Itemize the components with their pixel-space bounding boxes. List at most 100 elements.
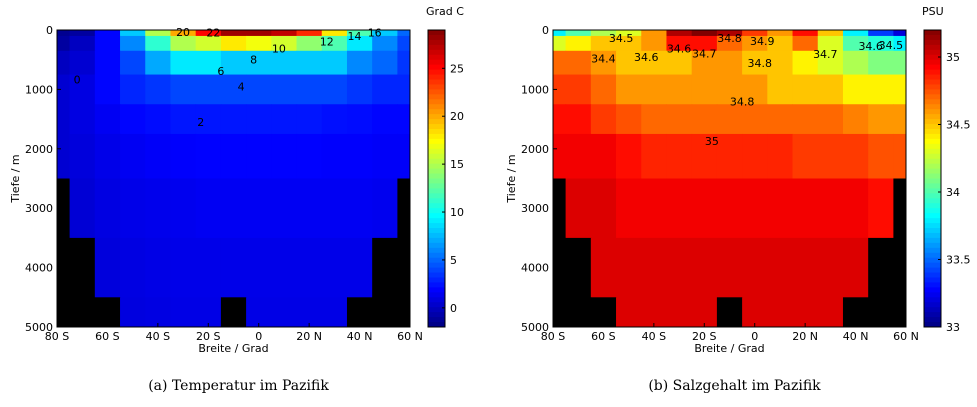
cell [220, 133, 247, 179]
colorbar-frame [923, 29, 942, 328]
cell [346, 133, 373, 179]
cell [69, 74, 96, 105]
cell [372, 297, 398, 328]
colorbar-swatch [924, 307, 941, 313]
colorbar-swatch [924, 44, 941, 51]
cell [792, 35, 819, 52]
contour-label: 0 [74, 73, 81, 86]
cell [397, 74, 411, 105]
colorbar-swatch [428, 74, 445, 80]
colorbar-swatch [924, 133, 941, 140]
cell [817, 30, 844, 37]
colorbar-swatch [924, 163, 941, 170]
cell [195, 35, 222, 52]
cell [220, 297, 247, 328]
cell [553, 50, 567, 76]
colorbar-swatch [924, 232, 941, 239]
cell [372, 104, 398, 135]
cell [767, 237, 794, 298]
cell [553, 178, 567, 239]
cell [553, 133, 567, 179]
colorbar-swatch [924, 104, 941, 110]
x-axis-label: Breite / Grad [198, 342, 268, 355]
y-tick-label: 5000 [25, 321, 53, 334]
cell [565, 35, 592, 52]
y-tick-label: 2000 [521, 143, 549, 156]
cell [120, 133, 146, 179]
y-tick-label: 2000 [25, 143, 53, 156]
cell [641, 74, 667, 105]
colorbar-swatch [428, 39, 445, 46]
cell [716, 50, 743, 76]
x-tick-label: 20 N [296, 330, 322, 343]
cell [94, 297, 121, 328]
contour-label: 2 [197, 116, 204, 129]
cell [346, 297, 373, 328]
colorbar-swatch [428, 158, 445, 165]
colorbar-swatch [428, 104, 445, 110]
colorbar-swatch [428, 247, 445, 254]
colorbar-swatch [428, 34, 445, 41]
cell [565, 50, 592, 76]
cell [616, 104, 642, 135]
colorbar-swatch [924, 114, 941, 120]
colorbar-swatch [924, 168, 941, 175]
cell [817, 297, 844, 328]
colorbar-swatch [428, 302, 445, 308]
cell [246, 133, 272, 179]
contour-label: 12 [320, 35, 334, 48]
cell [397, 30, 411, 37]
colorbar-tick-label: 10 [450, 206, 464, 219]
x-tick-label: 20 N [792, 330, 818, 343]
cell [868, 104, 894, 135]
cell [590, 30, 617, 37]
cell [372, 74, 398, 105]
cell [145, 50, 171, 76]
cell [616, 74, 642, 105]
cell [220, 178, 247, 239]
cell [220, 50, 247, 76]
cell [296, 104, 323, 135]
cell [57, 178, 71, 239]
colorbar-swatch [428, 44, 445, 51]
contour-label: 34.7 [692, 47, 717, 60]
cell [346, 104, 373, 135]
colorbar-swatch [924, 39, 941, 46]
cell [346, 30, 373, 37]
colorbar-swatch [428, 153, 445, 160]
colorbar-swatch [924, 193, 941, 199]
colorbar-swatch [428, 203, 445, 209]
cell [767, 297, 794, 328]
colorbar-label: Grad C [426, 5, 464, 18]
colorbar-swatch [428, 193, 445, 199]
cell [372, 178, 398, 239]
colorbar-tick-label: 15 [450, 158, 464, 171]
cell [195, 178, 222, 239]
contour-label: 22 [206, 27, 220, 40]
cell [69, 133, 96, 179]
cell [94, 50, 121, 76]
cell [246, 104, 272, 135]
colorbar-swatch [428, 124, 445, 130]
cell [792, 178, 819, 239]
colorbar-swatch [428, 138, 445, 145]
x-tick-label: 40 S [642, 330, 666, 343]
x-tick-label: 40 N [843, 330, 869, 343]
colorbar-swatch [428, 262, 445, 269]
colorbar-swatch [428, 30, 445, 36]
cell [742, 74, 768, 105]
colorbar-swatch [924, 223, 941, 229]
cell [553, 35, 567, 52]
cell [145, 297, 171, 328]
contour-label: 34.7 [813, 48, 838, 61]
cell [565, 178, 592, 239]
cell [565, 133, 592, 179]
colorbar-swatch [924, 173, 941, 179]
cell [69, 104, 96, 135]
cell [145, 104, 171, 135]
cell [120, 237, 146, 298]
cell [271, 30, 298, 37]
cell [565, 237, 592, 298]
cell [69, 178, 96, 239]
cell [893, 35, 907, 52]
